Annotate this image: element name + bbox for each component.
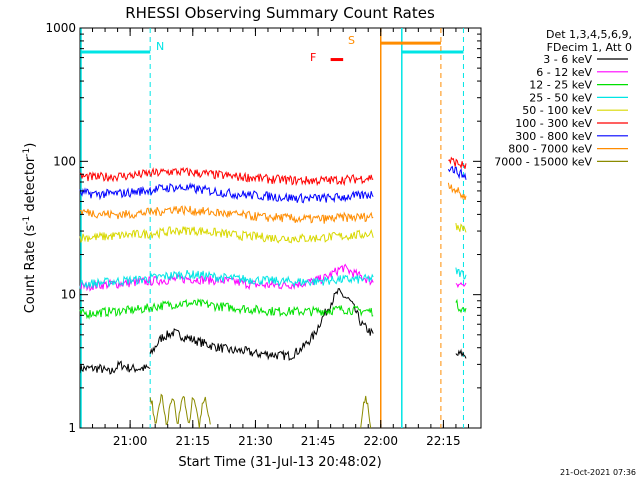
x-tick-label: 22:00 (363, 434, 398, 448)
y-tick-label: 1000 (45, 21, 76, 35)
footer-date: 21-Oct-2021 07:36 (560, 468, 636, 477)
legend-entry-label: 7000 - 15000 keV (494, 155, 592, 168)
tick-layer: 1 10 100 1000 21:00 21:15 21:30 21:45 22:00 22:15 (45, 21, 481, 448)
y-tick-label: 1 (68, 421, 76, 435)
legend-header-2: FDecim 1, Att 0 (547, 41, 632, 54)
saa-label: S (348, 34, 355, 47)
x-tick-label: 21:00 (113, 434, 148, 448)
series-line (79, 269, 374, 290)
x-tick-label: 21:15 (175, 434, 210, 448)
series-line (455, 267, 467, 280)
legend-entry-label: 300 - 800 keV (515, 130, 592, 143)
series-line (360, 395, 372, 429)
plot-frame (79, 27, 482, 429)
overlay-layer (80, 28, 464, 428)
flare-label: F (310, 51, 316, 64)
series-line (447, 165, 467, 180)
series-line (79, 205, 374, 224)
y-axis-label: Count Rate (s-1 detector-1) (22, 143, 38, 314)
legend: Det 1,3,4,5,6,9, FDecim 1, Att 0 3 - 6 k… (494, 28, 632, 168)
legend-entry-label: 12 - 25 keV (529, 79, 592, 92)
series-line (79, 226, 374, 244)
legend-entry-label: 6 - 12 keV (536, 66, 592, 79)
series-line (79, 360, 151, 375)
series-line (79, 182, 374, 204)
x-tick-label: 21:45 (301, 434, 336, 448)
series-line (455, 223, 467, 233)
series-line (79, 263, 374, 292)
chart-title: RHESSI Observing Summary Count Rates (125, 4, 435, 22)
legend-entry-label: 3 - 6 keV (543, 53, 592, 66)
series-line (455, 298, 467, 314)
y-tick-label: 10 (61, 288, 76, 302)
series-line (149, 393, 211, 429)
x-tick-label: 21:30 (238, 434, 273, 448)
legend-header-1: Det 1,3,4,5,6,9, (546, 28, 632, 41)
night-label: N (156, 40, 164, 53)
legend-entry-label: 25 - 50 keV (529, 91, 592, 104)
legend-entry-label: 100 - 300 keV (515, 117, 592, 130)
series-line (455, 282, 467, 289)
x-axis-label: Start Time (31-Jul-13 20:48:02) (178, 455, 381, 470)
series-layer (79, 156, 467, 429)
series-line (149, 288, 374, 361)
legend-entry-label: 50 - 100 keV (522, 104, 592, 117)
x-tick-label: 22:15 (426, 434, 461, 448)
series-line (455, 348, 467, 359)
series-line (79, 166, 374, 187)
series-line (447, 182, 467, 201)
series-line (79, 297, 374, 320)
y-tick-label: 100 (53, 154, 76, 168)
legend-entry-label: 800 - 7000 keV (508, 143, 592, 156)
series-line (448, 156, 467, 170)
